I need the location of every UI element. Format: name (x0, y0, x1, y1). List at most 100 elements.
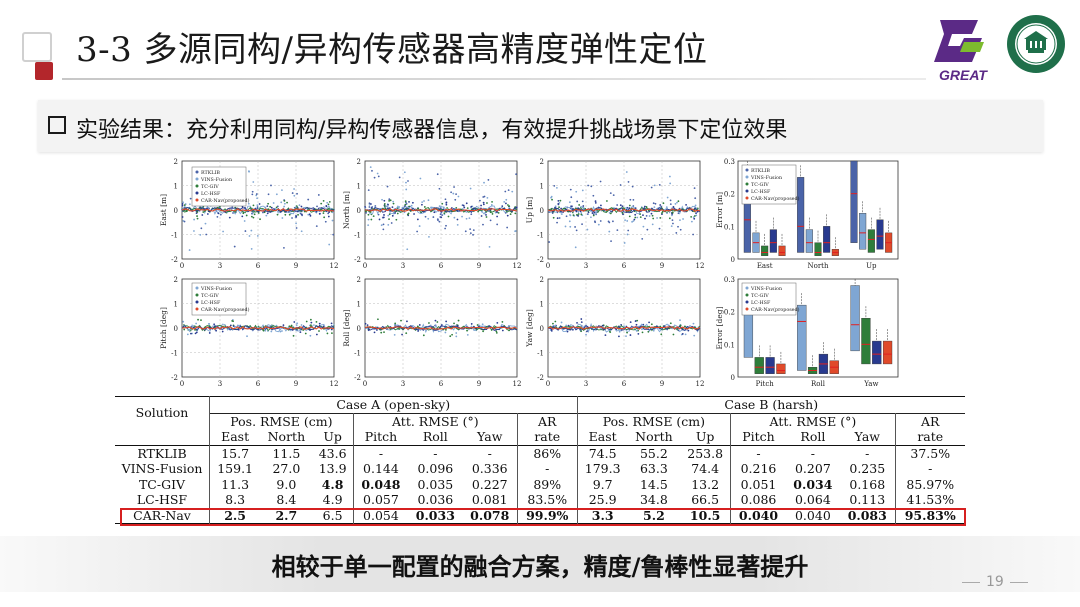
data-point (295, 215, 298, 218)
data-point (672, 333, 675, 336)
y-tick-label: -2 (354, 256, 361, 264)
data-point (634, 207, 637, 210)
table-cell: 179.3 (576, 461, 628, 477)
data-point (395, 218, 398, 221)
x-tick-label: 6 (256, 262, 261, 270)
data-point (565, 215, 568, 218)
data-point (566, 330, 569, 333)
data-point (196, 217, 199, 220)
header-a-att-rmse: Att. RMSE (°) (352, 413, 518, 429)
data-point (469, 187, 472, 190)
data-point (318, 212, 321, 215)
boxplot-box (805, 229, 813, 253)
data-point (307, 213, 310, 216)
data-point (618, 330, 621, 333)
data-point (477, 210, 480, 213)
data-point (558, 206, 560, 209)
data-point (631, 185, 634, 188)
data-point (405, 181, 407, 184)
legend-label: TC-GIV (751, 182, 769, 188)
data-point (309, 334, 312, 337)
data-point (366, 324, 369, 327)
table-cell: 0.216 (730, 461, 786, 477)
table-cell: 10.5 (689, 507, 721, 523)
data-point (690, 220, 693, 223)
conclusion-text: 相较于单一配置的融合方案，精度/鲁棒性显著提升 (271, 553, 809, 581)
data-point (653, 206, 656, 209)
data-point (439, 213, 442, 216)
data-point (377, 175, 380, 178)
y-tick-label: -1 (537, 232, 544, 240)
data-point (315, 333, 318, 336)
data-point (182, 201, 184, 204)
data-point (456, 223, 459, 226)
x-tick-label: 3 (401, 262, 405, 270)
data-point (406, 213, 409, 216)
data-point (482, 203, 485, 206)
data-point (410, 206, 413, 209)
data-point (263, 211, 266, 214)
boxplot-box (765, 357, 775, 374)
data-point (391, 206, 394, 209)
legend-marker (195, 170, 199, 174)
series-line (181, 208, 335, 212)
legend-label: CAR-Nav(proposed) (751, 195, 800, 202)
legend-marker (195, 191, 199, 195)
data-point (485, 216, 488, 218)
boxplot-box (859, 213, 867, 250)
data-point (372, 215, 375, 217)
y-tick-label: 2 (357, 158, 361, 166)
data-point (669, 182, 672, 185)
data-point (464, 230, 467, 233)
data-point (675, 232, 678, 234)
data-point (256, 235, 259, 237)
data-point (427, 199, 430, 202)
header-b-att-rmse: Att. RMSE (°) (730, 413, 895, 429)
data-point (196, 211, 199, 213)
data-point (394, 212, 397, 214)
data-point (679, 219, 681, 222)
data-point (577, 213, 580, 215)
data-point (275, 193, 278, 196)
data-point (322, 212, 325, 215)
data-point (283, 205, 286, 208)
data-point (423, 206, 426, 208)
data-point (318, 330, 320, 332)
data-point (185, 209, 188, 212)
table-cell: 5.2 (643, 507, 665, 523)
data-point (636, 216, 639, 219)
table-cell: 0.081 (471, 492, 508, 507)
x-tick-label: 3 (401, 380, 405, 388)
legend-label: VINS-Fusion (750, 175, 782, 181)
data-point (411, 201, 414, 204)
y-tick-label: 0 (731, 256, 735, 264)
legend-marker (745, 293, 749, 297)
data-point (672, 205, 675, 208)
data-point (201, 214, 204, 216)
data-point (580, 212, 583, 214)
data-point (252, 181, 255, 183)
data-point (653, 184, 656, 187)
data-point (383, 199, 386, 202)
data-point (266, 212, 269, 215)
table-row: LC-HSF 8.3 8.4 4.9 0.057 0.036 0.081 83.5% 25.9 3… (115, 492, 965, 508)
data-point (241, 205, 244, 208)
y-tick-label: 0 (357, 325, 361, 333)
data-point (403, 211, 406, 214)
data-point (552, 322, 554, 325)
data-point (491, 213, 494, 215)
data-point (677, 200, 680, 203)
data-point (368, 203, 371, 206)
data-point (400, 319, 402, 322)
data-point (671, 214, 673, 217)
table-cell: 253.8 (687, 445, 724, 461)
legend-marker (745, 307, 749, 311)
data-point (503, 201, 506, 203)
data-point (262, 211, 264, 214)
data-point (315, 320, 318, 323)
data-point (424, 215, 427, 218)
data-point (643, 205, 646, 208)
data-point (560, 207, 563, 210)
data-point (194, 328, 196, 331)
data-point (575, 229, 578, 232)
